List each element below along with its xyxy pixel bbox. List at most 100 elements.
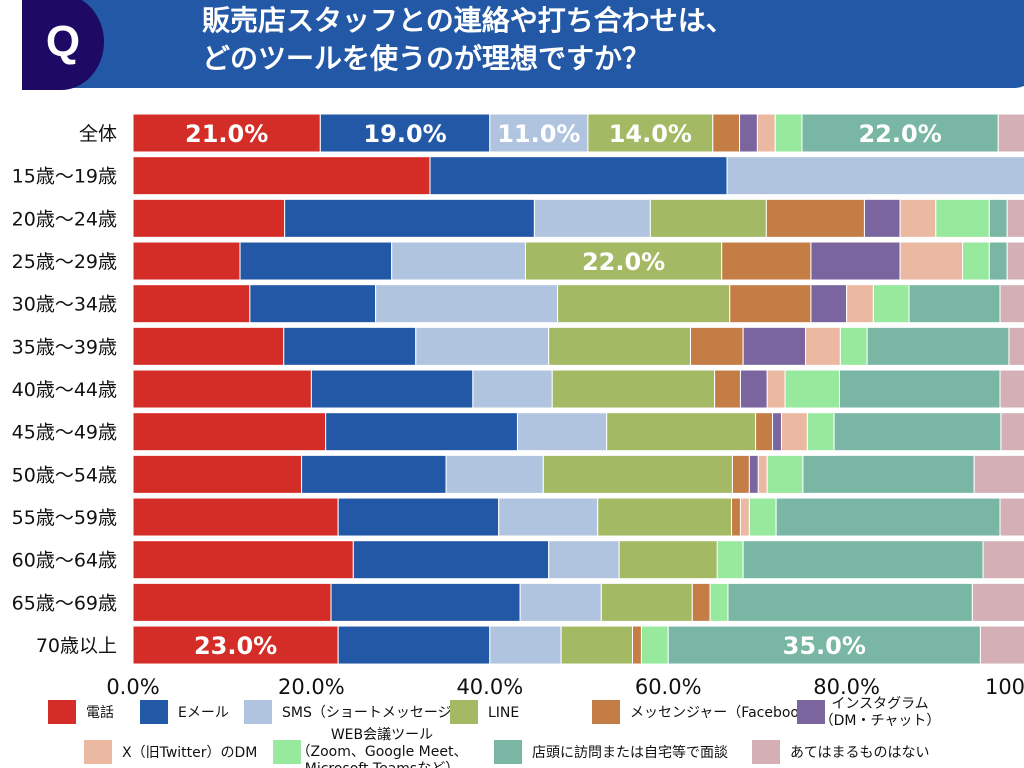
- bar-segment: [597, 497, 733, 537]
- bar-segment: [640, 625, 669, 665]
- bar-segment: [999, 284, 1024, 324]
- bar-segment: [533, 198, 651, 238]
- legend-swatch: [244, 700, 272, 724]
- bar-segment: [899, 198, 937, 238]
- bar-segment: [739, 497, 750, 537]
- bar-segment: [802, 454, 975, 494]
- legend-label: インスタグラム（DM・チャット）: [820, 696, 941, 729]
- legend-swatch: [592, 700, 620, 724]
- bar-segment: [755, 412, 774, 452]
- bar-segment: [997, 113, 1024, 153]
- bar-segment: [756, 113, 776, 153]
- bar-segment: [742, 326, 807, 366]
- bar-segment: [391, 241, 526, 281]
- legend-swatch: [797, 700, 825, 724]
- bar-segment: [765, 198, 865, 238]
- bar-segment: [757, 454, 768, 494]
- bar-segment: [739, 369, 768, 409]
- legend-label: X（旧Twitter）のDM: [122, 745, 257, 761]
- bar-segment: [283, 326, 417, 366]
- bar-segment: [833, 412, 1002, 452]
- legend-swatch: [140, 700, 168, 724]
- bar-segment: [971, 582, 1024, 622]
- bar-segment: [806, 412, 835, 452]
- category-label: 35歳～39歳: [12, 336, 117, 358]
- bar-segment: [690, 326, 744, 366]
- bar-segment: [489, 625, 562, 665]
- bar-segment: [846, 284, 874, 324]
- category-label: 全体: [79, 123, 117, 145]
- legend-label: WEB会議ツール（Zoom、Google Meet、Microsoft Team…: [297, 726, 468, 768]
- data-label: 21.0%: [185, 120, 268, 148]
- bar-segment: [542, 454, 733, 494]
- question-title: 販売店スタッフとの連絡や打ち合わせは、 どのツールを使うのが理想ですか？: [202, 4, 734, 75]
- bar-segment: [784, 369, 840, 409]
- x-tick-label: 60.0%: [635, 675, 702, 699]
- bar-segment: [132, 198, 286, 238]
- bar-segment: [973, 454, 1024, 494]
- data-label: 22.0%: [858, 120, 941, 148]
- bar-segment: [557, 284, 731, 324]
- x-tick-label: 80.0%: [813, 675, 880, 699]
- bar-segment: [1006, 198, 1024, 238]
- bar-segment: [519, 582, 602, 622]
- bar-segment: [748, 454, 759, 494]
- bar-segment: [962, 241, 990, 281]
- bar-segment: [805, 326, 841, 366]
- bar-segment: [415, 326, 550, 366]
- bar-segment: [498, 497, 599, 537]
- bar-segment: [132, 412, 327, 452]
- bar-segment: [908, 284, 1001, 324]
- bar-segment: [606, 412, 757, 452]
- bar-segment: [337, 497, 500, 537]
- bar-segment: [1008, 326, 1024, 366]
- bar-segment: [649, 198, 767, 238]
- bar-segment: [375, 284, 559, 324]
- data-label: 11.0%: [497, 120, 580, 148]
- category-label: 25歳～29歳: [12, 251, 117, 273]
- bar-segment: [352, 540, 550, 580]
- bar-segment: [716, 540, 744, 580]
- bar-segment: [935, 198, 990, 238]
- legend-label: あてはまるものはない: [790, 745, 929, 761]
- bar-segment: [982, 540, 1024, 580]
- bar-segment: [772, 412, 782, 452]
- data-label: 23.0%: [194, 632, 277, 660]
- bar-segment: [742, 540, 984, 580]
- category-label: 15歳～19歳: [12, 166, 117, 188]
- bar-segment: [516, 412, 608, 452]
- x-tick-label: 100.0%: [985, 675, 1024, 699]
- bar-segment: [731, 454, 750, 494]
- bar-segment: [780, 412, 808, 452]
- bar-segment: [775, 497, 1001, 537]
- bar-segment: [839, 326, 868, 366]
- bar-segment: [1000, 412, 1024, 452]
- bar-segment: [766, 369, 786, 409]
- bar-segment: [691, 582, 711, 622]
- x-tick-label: 40.0%: [456, 675, 523, 699]
- bar-segment: [587, 113, 714, 153]
- bar-segment: [872, 284, 910, 324]
- bar-segment: [999, 369, 1024, 409]
- bar-segment: [999, 497, 1024, 537]
- bar-segment: [979, 625, 1024, 665]
- bar-segment: [524, 241, 723, 281]
- category-label: 60歳～64歳: [12, 550, 117, 572]
- bar-segment: [766, 454, 804, 494]
- bar-segment: [866, 326, 1010, 366]
- bar-segment: [731, 497, 741, 537]
- bar-segment: [667, 625, 981, 665]
- bar-segment: [988, 241, 1008, 281]
- bar-segment: [988, 198, 1008, 238]
- data-label: 35.0%: [783, 632, 866, 660]
- legend-swatch: [273, 740, 301, 764]
- legend-swatch: [752, 740, 780, 764]
- bar-segment: [774, 113, 803, 153]
- bar-segment: [429, 156, 728, 196]
- bar-segment: [132, 113, 321, 153]
- legend-label: メッセンジャー（Facebook）: [630, 705, 821, 721]
- category-label: 30歳～34歳: [12, 294, 117, 316]
- bar-segment: [132, 241, 241, 281]
- bar-segment: [132, 326, 285, 366]
- bar-segment: [838, 369, 1001, 409]
